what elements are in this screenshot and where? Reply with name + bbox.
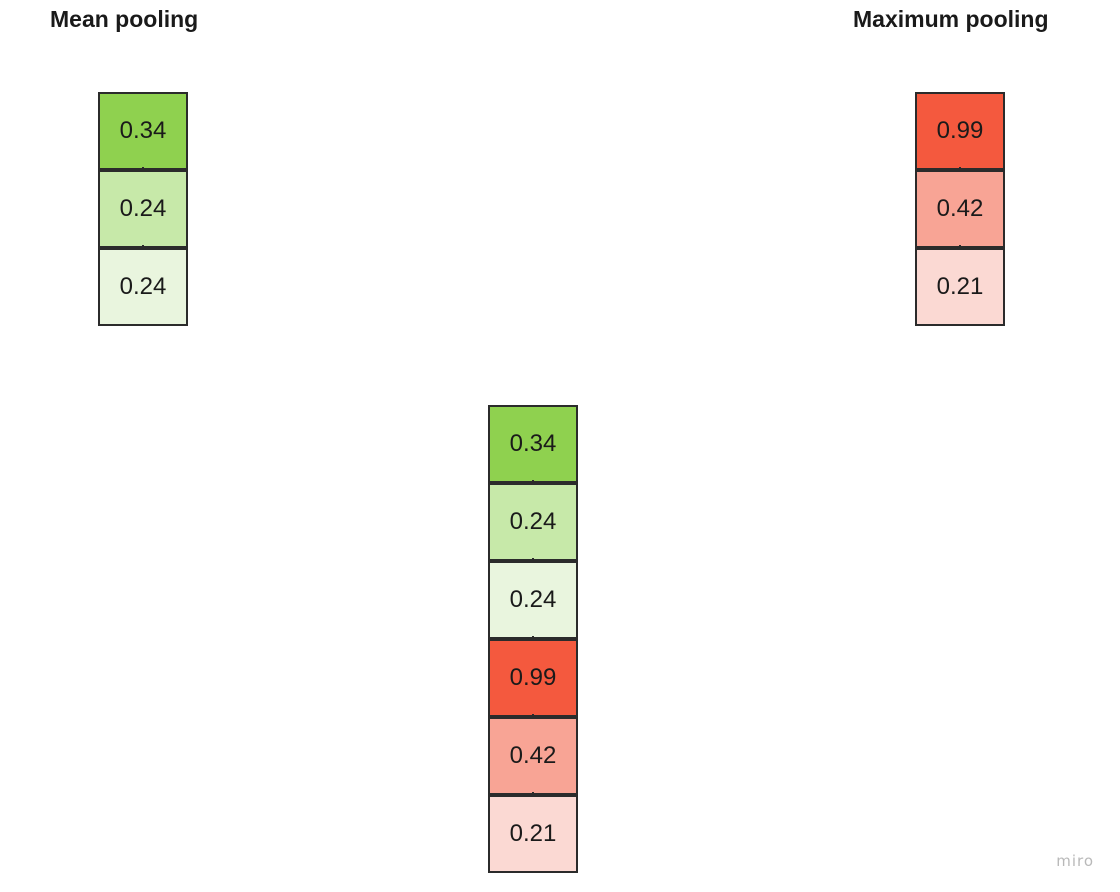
mean-pooling-vector: 0.34 0.24 0.24 — [98, 92, 188, 326]
vector-cell: 0.24 — [488, 483, 578, 562]
vector-cell: 0.34 — [98, 92, 188, 171]
maximum-pooling-vector: 0.99 0.42 0.21 — [915, 92, 1005, 326]
vector-cell: 0.42 — [915, 170, 1005, 249]
vector-cell: 0.34 — [488, 405, 578, 484]
vector-cell: 0.21 — [915, 248, 1005, 326]
vector-cell: 0.24 — [98, 248, 188, 326]
vector-cell: 0.99 — [488, 639, 578, 718]
mean-pooling-label: Mean pooling — [50, 6, 199, 32]
vector-cell: 0.99 — [915, 92, 1005, 171]
concatenated-vector: 0.34 0.24 0.24 0.99 0.42 0.21 — [488, 405, 578, 873]
maximum-pooling-label: Maximum pooling — [853, 6, 1049, 32]
vector-cell: 0.42 — [488, 717, 578, 796]
vector-cell: 0.24 — [98, 170, 188, 249]
vector-cell: 0.21 — [488, 795, 578, 873]
vector-cell: 0.24 — [488, 561, 578, 640]
miro-watermark: miro — [1056, 852, 1094, 870]
